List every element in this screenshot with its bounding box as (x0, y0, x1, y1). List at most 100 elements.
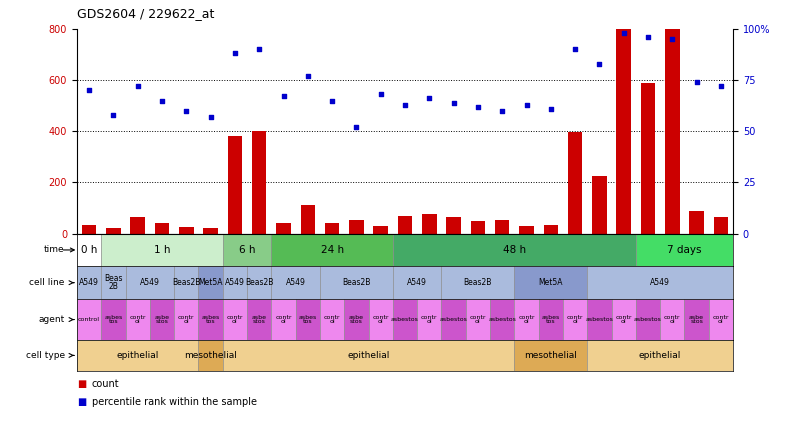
Text: 48 h: 48 h (503, 245, 526, 255)
Bar (514, 340, 587, 371)
Bar (446, 217, 461, 234)
Bar (587, 299, 612, 340)
Bar (174, 266, 198, 299)
Text: A549: A549 (140, 278, 160, 287)
Text: 0 h: 0 h (81, 245, 97, 255)
Bar (665, 29, 680, 234)
Point (471, 103, 484, 110)
Bar (101, 299, 126, 340)
Bar (514, 266, 587, 299)
Point (228, 50, 241, 57)
Bar (636, 299, 660, 340)
Text: asbestos: asbestos (586, 317, 613, 322)
Bar (198, 299, 223, 340)
Bar (616, 29, 631, 234)
Text: A549: A549 (407, 278, 427, 287)
Bar (514, 299, 539, 340)
Text: contr
ol: contr ol (275, 315, 292, 325)
Point (423, 95, 436, 102)
Text: contr
ol: contr ol (567, 315, 583, 325)
Text: percentile rank within the sample: percentile rank within the sample (92, 397, 257, 407)
Point (617, 29, 630, 36)
Bar (174, 299, 198, 340)
Bar (203, 229, 218, 234)
Point (520, 101, 533, 108)
Text: asbestos: asbestos (391, 317, 419, 322)
Bar (441, 266, 514, 299)
Bar (495, 219, 509, 234)
Text: epithelial: epithelial (347, 351, 390, 360)
Text: A549: A549 (286, 278, 305, 287)
Point (642, 33, 654, 40)
Point (496, 107, 509, 114)
Point (544, 105, 557, 112)
Point (690, 79, 703, 86)
Text: Beas
2B: Beas 2B (104, 274, 122, 291)
Bar (271, 234, 393, 266)
Text: 7 days: 7 days (667, 245, 701, 255)
Text: contr
ol: contr ol (421, 315, 437, 325)
Text: A549: A549 (79, 278, 99, 287)
Bar (77, 340, 198, 371)
Text: contr
ol: contr ol (518, 315, 535, 325)
Bar (587, 266, 733, 299)
Text: 24 h: 24 h (321, 245, 343, 255)
Bar (223, 299, 247, 340)
Bar (393, 266, 441, 299)
Bar (155, 223, 169, 234)
Point (301, 72, 314, 79)
Text: A549: A549 (225, 278, 245, 287)
Point (277, 93, 290, 100)
Point (593, 60, 606, 67)
Bar (393, 234, 636, 266)
Text: count: count (92, 379, 119, 389)
Text: asbes
tos: asbes tos (202, 315, 220, 325)
Bar (689, 210, 704, 234)
Bar (490, 299, 514, 340)
Bar (709, 299, 733, 340)
Point (107, 111, 120, 119)
Text: Beas2B: Beas2B (245, 278, 274, 287)
Bar (301, 206, 315, 234)
Text: contr
ol: contr ol (713, 315, 729, 325)
Text: asbes
tos: asbes tos (104, 315, 122, 325)
Text: mesothelial: mesothelial (184, 351, 237, 360)
Point (180, 107, 193, 114)
Bar (563, 299, 587, 340)
Point (447, 99, 460, 106)
Bar (441, 299, 466, 340)
Bar (223, 234, 271, 266)
Point (374, 91, 387, 98)
Bar (223, 266, 247, 299)
Bar (393, 299, 417, 340)
Point (714, 83, 727, 90)
Bar (612, 299, 636, 340)
Bar (271, 266, 320, 299)
Text: A549: A549 (650, 278, 670, 287)
Point (569, 46, 582, 53)
Bar (223, 340, 514, 371)
Text: Met5A: Met5A (539, 278, 563, 287)
Text: contr
ol: contr ol (616, 315, 632, 325)
Text: asbe
stos: asbe stos (155, 315, 169, 325)
Bar (519, 226, 534, 234)
Text: asbes
tos: asbes tos (542, 315, 560, 325)
Text: 6 h: 6 h (239, 245, 255, 255)
Text: contr
ol: contr ol (373, 315, 389, 325)
Text: mesothelial: mesothelial (524, 351, 578, 360)
Bar (349, 219, 364, 234)
Text: asbestos: asbestos (440, 317, 467, 322)
Bar (544, 225, 558, 234)
Bar (369, 299, 393, 340)
Bar (296, 299, 320, 340)
Bar (247, 266, 271, 299)
Bar (592, 176, 607, 234)
Point (399, 101, 411, 108)
Text: contr
ol: contr ol (664, 315, 680, 325)
Bar (466, 299, 490, 340)
Text: agent: agent (39, 315, 65, 324)
Bar (77, 234, 101, 266)
Text: asbes
tos: asbes tos (299, 315, 317, 325)
Bar (398, 216, 412, 234)
Point (204, 113, 217, 120)
